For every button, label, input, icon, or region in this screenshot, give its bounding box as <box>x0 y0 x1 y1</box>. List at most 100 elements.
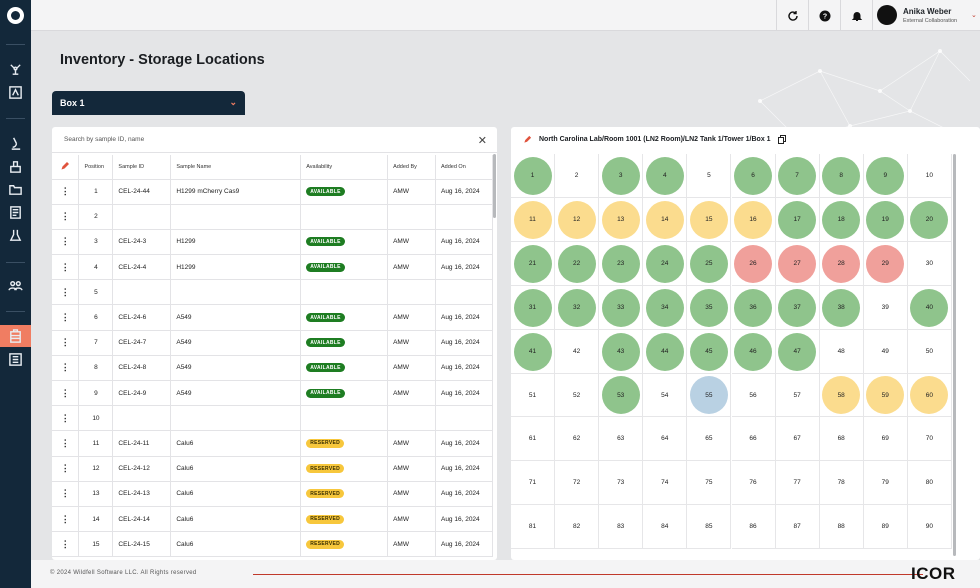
experiments-icon[interactable] <box>6 226 25 245</box>
copy-icon[interactable] <box>777 135 786 144</box>
grid-position[interactable]: 7 <box>775 154 820 198</box>
grid-position[interactable]: 62 <box>555 417 600 461</box>
grid-position[interactable]: 90 <box>907 505 952 549</box>
table-row[interactable]: ⋮ 2 <box>52 204 494 230</box>
grid-position[interactable]: 19 <box>863 198 908 242</box>
table-row[interactable]: ⋮ 14 CEL-24-14 Calu6 RESERVED AMW Aug 16, 2024 <box>52 506 494 533</box>
grid-position[interactable]: 72 <box>555 461 600 505</box>
row-menu-icon[interactable]: ⋮ <box>52 456 80 482</box>
grid-position[interactable]: 1 <box>511 154 555 198</box>
table-row[interactable]: ⋮ 10 <box>52 405 494 432</box>
table-row[interactable]: ⋮ 8 CEL-24-8 A549 AVAILABLE AMW Aug 16, 2024 <box>52 355 494 382</box>
grid-position[interactable]: 6 <box>731 154 776 198</box>
grid-position[interactable]: 54 <box>643 374 688 417</box>
reports-icon[interactable] <box>6 350 25 369</box>
grid-position[interactable]: 44 <box>643 330 688 374</box>
grid-position[interactable]: 43 <box>599 330 644 374</box>
grid-position[interactable]: 10 <box>907 154 952 198</box>
close-icon[interactable]: ✕ <box>477 135 487 147</box>
grid-position[interactable]: 75 <box>687 461 732 505</box>
grid-position[interactable]: 81 <box>511 505 555 549</box>
table-row[interactable]: ⋮ 6 CEL-24-6 A549 AVAILABLE AMW Aug 16, 2024 <box>52 304 494 331</box>
grid-position[interactable]: 52 <box>555 374 600 417</box>
grid-position[interactable]: 47 <box>775 330 820 374</box>
grid-position[interactable]: 35 <box>687 286 732 330</box>
grid-position[interactable]: 77 <box>775 461 820 505</box>
grid-position[interactable]: 12 <box>555 198 600 242</box>
grid-position[interactable]: 69 <box>863 417 908 461</box>
grid-position[interactable]: 3 <box>599 154 644 198</box>
lab-equipment-icon[interactable] <box>6 157 25 176</box>
table-row[interactable]: ⋮ 5 <box>52 279 494 306</box>
table-scrollbar[interactable] <box>493 154 496 218</box>
grid-position[interactable]: 32 <box>555 286 600 330</box>
row-menu-icon[interactable]: ⋮ <box>52 380 80 407</box>
grid-position[interactable]: 80 <box>907 461 952 505</box>
grid-position[interactable]: 66 <box>731 417 776 461</box>
grid-position[interactable]: 20 <box>907 198 952 242</box>
column-header[interactable]: Added By <box>387 155 436 180</box>
table-row[interactable]: ⋮ 13 CEL-24-13 Calu6 RESERVED AMW Aug 16, 2024 <box>52 481 494 507</box>
grid-position[interactable]: 79 <box>863 461 908 505</box>
column-header[interactable]: Sample Name <box>170 155 302 180</box>
microscope-icon[interactable] <box>6 134 25 153</box>
grid-position[interactable]: 53 <box>599 374 644 417</box>
grid-position[interactable]: 84 <box>643 505 688 549</box>
row-menu-icon[interactable]: ⋮ <box>52 405 80 432</box>
grid-position[interactable]: 29 <box>863 242 908 286</box>
grid-position[interactable]: 74 <box>643 461 688 505</box>
grid-position[interactable]: 45 <box>687 330 732 374</box>
grid-position[interactable]: 24 <box>643 242 688 286</box>
grid-position[interactable]: 22 <box>555 242 600 286</box>
grid-position[interactable]: 83 <box>599 505 644 549</box>
sync-button[interactable] <box>776 0 808 31</box>
row-menu-icon[interactable]: ⋮ <box>52 481 80 507</box>
grid-position[interactable]: 2 <box>555 154 600 198</box>
search-bar[interactable]: Search by sample ID, name ✕ <box>52 127 497 153</box>
table-row[interactable]: ⋮ 4 CEL-24-4 H1299 AVAILABLE AMW Aug 16, 2024 <box>52 254 494 281</box>
team-icon[interactable] <box>6 276 25 295</box>
grid-position[interactable]: 87 <box>775 505 820 549</box>
grid-position[interactable]: 17 <box>775 198 820 242</box>
box-dropdown[interactable]: Box 1 ⌄ <box>52 91 245 115</box>
search-input[interactable]: Search by sample ID, name <box>64 136 145 143</box>
grid-position[interactable]: 8 <box>819 154 864 198</box>
column-header[interactable]: Added On <box>435 155 494 180</box>
grid-position[interactable]: 46 <box>731 330 776 374</box>
grid-position[interactable]: 36 <box>731 286 776 330</box>
table-row[interactable]: ⋮ 15 CEL-24-15 Calu6 RESERVED AMW Aug 16, 2024 <box>52 531 494 558</box>
row-menu-icon[interactable]: ⋮ <box>52 229 80 256</box>
documents-icon[interactable] <box>6 203 25 222</box>
column-header[interactable]: Position <box>78 155 114 180</box>
notifications-button[interactable] <box>840 0 872 31</box>
column-header[interactable]: Availability <box>300 155 389 180</box>
grid-position[interactable]: 16 <box>731 198 776 242</box>
inventory-icon[interactable] <box>6 327 25 346</box>
grid-position[interactable]: 49 <box>863 330 908 374</box>
row-menu-icon[interactable]: ⋮ <box>52 330 80 356</box>
grid-position[interactable]: 33 <box>599 286 644 330</box>
grid-position[interactable]: 48 <box>819 330 864 374</box>
grid-position[interactable]: 30 <box>907 242 952 286</box>
app-logo-icon[interactable] <box>7 7 24 24</box>
grid-position[interactable]: 68 <box>819 417 864 461</box>
grid-position[interactable]: 31 <box>511 286 555 330</box>
grid-position[interactable]: 57 <box>775 374 820 417</box>
grid-position[interactable]: 27 <box>775 242 820 286</box>
row-menu-icon[interactable]: ⋮ <box>52 254 80 281</box>
row-menu-icon[interactable]: ⋮ <box>52 355 80 382</box>
grid-scrollbar[interactable] <box>953 154 956 556</box>
help-button[interactable]: ? <box>808 0 840 31</box>
grid-position[interactable]: 85 <box>687 505 732 549</box>
grid-position[interactable]: 65 <box>687 417 732 461</box>
user-menu[interactable]: Anika Weber External Collaboration ⌄ <box>872 0 980 31</box>
row-menu-icon[interactable]: ⋮ <box>52 531 80 558</box>
grid-position[interactable]: 60 <box>907 374 952 417</box>
grid-position[interactable]: 25 <box>687 242 732 286</box>
grid-position[interactable]: 55 <box>687 374 732 417</box>
grid-position[interactable]: 39 <box>863 286 908 330</box>
grid-position[interactable]: 42 <box>555 330 600 374</box>
grid-position[interactable]: 59 <box>863 374 908 417</box>
grid-position[interactable]: 61 <box>511 417 555 461</box>
table-row[interactable]: ⋮ 12 CEL-24-12 Calu6 RESERVED AMW Aug 16, 2024 <box>52 456 494 482</box>
